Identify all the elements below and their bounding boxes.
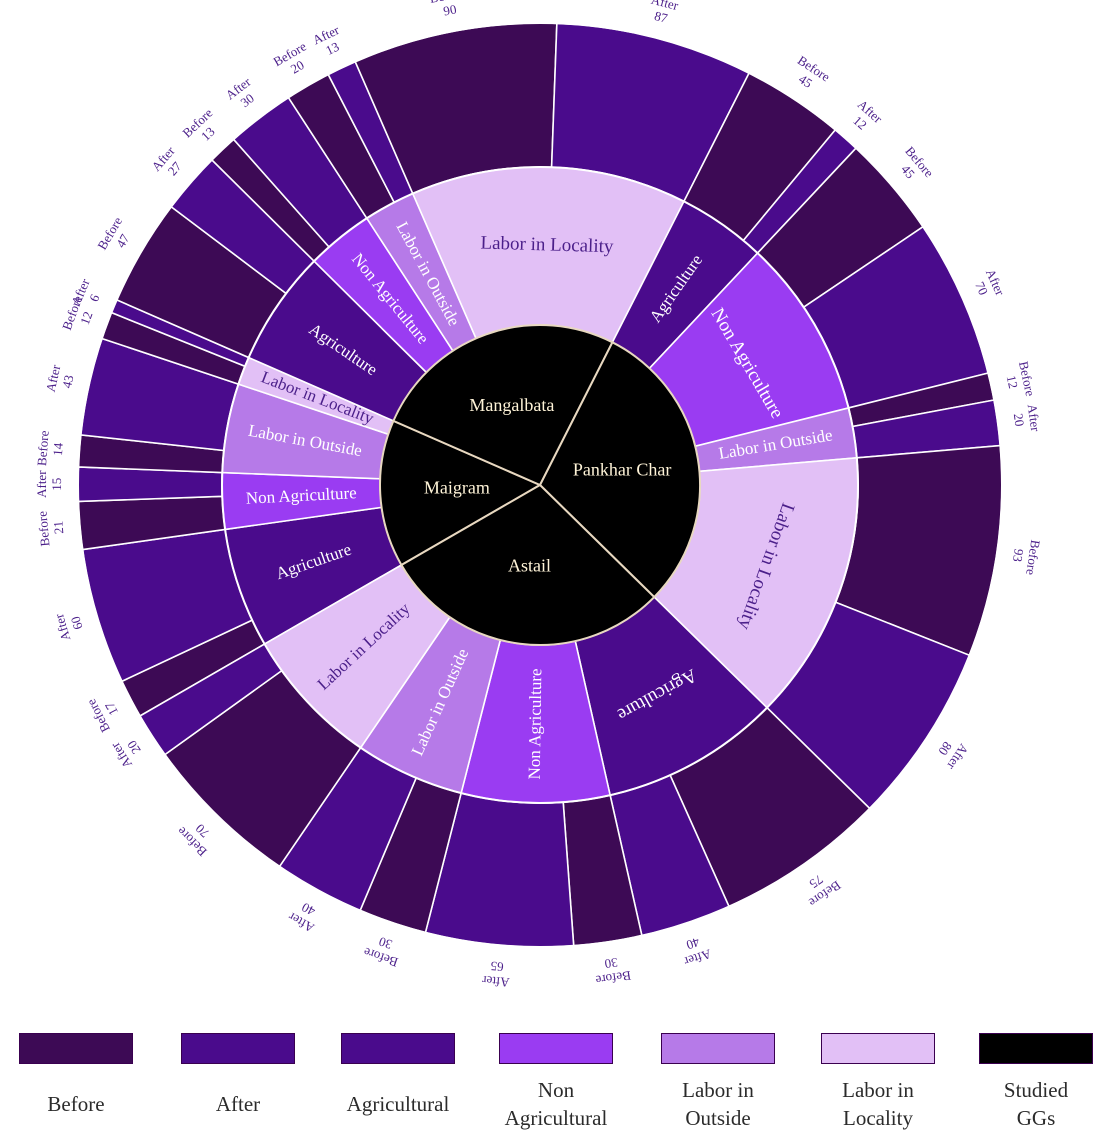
legend-item-labor-in-locality: Labor in Locality bbox=[819, 1030, 937, 1132]
outer-label-maigram-agriculture-after: After60 bbox=[51, 607, 88, 642]
outer-label-maigram-labor-in-outside-before: Before14 bbox=[34, 430, 67, 468]
groups-ring bbox=[379, 324, 701, 646]
group-segment-mangalbata bbox=[392, 324, 614, 487]
outer-label-pankhar-char-labor-in-outside-before: Before12 bbox=[1001, 360, 1038, 401]
outer-label-pankhar-char-labor-in-outside-after: After20 bbox=[1010, 403, 1044, 435]
group-segment-maigram bbox=[379, 419, 543, 567]
legend-swatch-non-agricultural bbox=[499, 1033, 613, 1064]
outer-label-mangalbata-labor-in-locality-after: After87 bbox=[646, 0, 681, 28]
legend-swatch-after bbox=[181, 1033, 295, 1064]
legend-item-after: After bbox=[179, 1030, 297, 1118]
outer-label-pankhar-char-labor-in-locality-before: Before93 bbox=[1008, 537, 1043, 577]
legend-label-labor-in-locality: Labor in Locality bbox=[842, 1078, 914, 1130]
outer-label-maigram-agriculture-before: Before17 bbox=[83, 689, 126, 734]
legend-label-studied-ggs: Studied GGs bbox=[1003, 1078, 1069, 1130]
legend-swatch-before bbox=[19, 1033, 133, 1064]
outer-label-pankhar-char-non-agriculture-after: After70 bbox=[969, 267, 1008, 305]
legend-label-agricultural: Agricultural bbox=[346, 1092, 450, 1116]
category-label-astail-non-agriculture: Non Agriculture bbox=[525, 668, 546, 779]
legend: Before After Agricultural Non Agricultural L… bbox=[0, 1030, 1097, 1146]
legend-swatch-labor-in-outside bbox=[661, 1033, 775, 1064]
outer-label-pankhar-char-agriculture-after: After12 bbox=[845, 97, 886, 138]
legend-item-non-agricultural: Non Agricultural bbox=[497, 1030, 615, 1132]
outer-label-astail-agriculture-before: Before75 bbox=[797, 866, 843, 911]
outer-label-astail-agriculture-after: After40 bbox=[677, 932, 713, 969]
ring-border-2 bbox=[77, 22, 1003, 948]
outer-label-mangalbata-agriculture-after: After27 bbox=[148, 143, 189, 184]
legend-item-before: Before bbox=[17, 1030, 135, 1118]
legend-item-labor-in-outside: Labor in Outside bbox=[659, 1030, 777, 1132]
outer-label-astail-labor-in-outside-before: Before30 bbox=[361, 930, 404, 970]
group-label-maigram: Maigram bbox=[424, 478, 490, 498]
outer-label-astail-labor-in-outside-after: After40 bbox=[285, 896, 324, 936]
outer-label-astail-non-agriculture-before: Before30 bbox=[592, 953, 632, 988]
categories-ring bbox=[221, 166, 859, 804]
outer-label-mangalbata-labor-in-locality-before: Before90 bbox=[428, 0, 469, 21]
outer-label-astail-non-agriculture-after: After65 bbox=[481, 958, 512, 990]
legend-label-after: After bbox=[215, 1092, 261, 1116]
outer-label-maigram-labor-in-outside-after: After43 bbox=[43, 363, 78, 397]
legend-swatch-agricultural bbox=[341, 1033, 455, 1064]
outer-label-astail-labor-in-locality-before: Before70 bbox=[174, 813, 220, 859]
group-label-mangalbata: Mangalbata bbox=[469, 395, 554, 415]
outer-label-pankhar-char-labor-in-locality-after: After80 bbox=[931, 733, 971, 773]
group-label-pankhar-char: Pankhar Char bbox=[573, 460, 671, 480]
outer-label-pankhar-char-non-agriculture-before: Before45 bbox=[891, 144, 937, 191]
legend-item-agricultural: Agricultural bbox=[339, 1030, 457, 1118]
ring-border-1 bbox=[221, 166, 859, 804]
group-segment-pankhar-char bbox=[538, 340, 701, 599]
outer-label-mangalbata-non-agriculture-after: After30 bbox=[223, 74, 264, 115]
group-segment-astail bbox=[400, 483, 656, 646]
category-label-mangalbata-labor-in-locality: Labor in Locality bbox=[480, 233, 614, 258]
legend-item-studied-ggs: Studied GGs bbox=[977, 1030, 1095, 1132]
outer-label-astail-labor-in-locality-after: After20 bbox=[107, 731, 147, 771]
sunburst-chart: Before17After60AgricultureBefore21After1… bbox=[34, 0, 1044, 990]
outer-label-maigram-non-agriculture-before: Before21 bbox=[34, 509, 67, 547]
outer-label-mangalbata-labor-in-outside-after: After13 bbox=[310, 22, 348, 61]
legend-label-before: Before bbox=[47, 1092, 105, 1116]
legend-swatch-studied-ggs bbox=[979, 1033, 1093, 1064]
before-after-ring bbox=[77, 22, 1003, 948]
legend-label-labor-in-outside: Labor in Outside bbox=[682, 1078, 754, 1130]
legend-label-non-agricultural: Non Agricultural bbox=[504, 1078, 608, 1130]
outer-label-mangalbata-agriculture-before: Before47 bbox=[94, 214, 138, 260]
outer-label-maigram-non-agriculture-after: After15 bbox=[34, 470, 64, 498]
outer-label-mangalbata-non-agriculture-before: Before13 bbox=[179, 105, 225, 151]
group-label-astail: Astail bbox=[508, 556, 551, 576]
legend-swatch-labor-in-locality bbox=[821, 1033, 935, 1064]
outer-label-mangalbata-labor-in-outside-before: Before20 bbox=[271, 38, 317, 82]
outer-label-pankhar-char-agriculture-before: Before45 bbox=[787, 52, 833, 97]
